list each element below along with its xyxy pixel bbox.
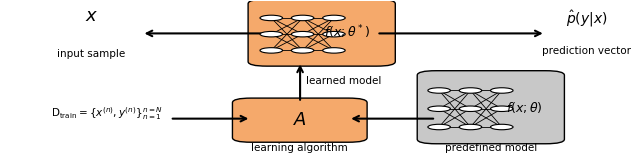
Text: $A$: $A$ xyxy=(292,111,307,129)
Text: $\mathrm{D}_{\mathrm{train}}=\{x^{(n)},y^{(n)}\}_{n=1}^{n=N}$: $\mathrm{D}_{\mathrm{train}}=\{x^{(n)},y… xyxy=(51,106,163,122)
Circle shape xyxy=(323,31,345,37)
Circle shape xyxy=(428,124,451,130)
FancyBboxPatch shape xyxy=(417,71,564,144)
Circle shape xyxy=(428,106,451,111)
Text: prediction vector: prediction vector xyxy=(542,46,631,56)
Circle shape xyxy=(323,15,345,21)
Text: predefined model: predefined model xyxy=(445,143,537,153)
FancyBboxPatch shape xyxy=(248,0,396,66)
Circle shape xyxy=(490,124,513,130)
Text: input sample: input sample xyxy=(58,49,125,59)
Text: $\hat{p}(y|x)$: $\hat{p}(y|x)$ xyxy=(566,9,607,29)
Circle shape xyxy=(260,15,282,21)
Circle shape xyxy=(291,48,314,53)
Circle shape xyxy=(459,106,482,111)
Text: $f(x;\theta^*)$: $f(x;\theta^*)$ xyxy=(324,24,371,41)
Circle shape xyxy=(459,88,482,93)
Circle shape xyxy=(291,31,314,37)
FancyBboxPatch shape xyxy=(232,98,367,142)
Text: $f(x;\theta)$: $f(x;\theta)$ xyxy=(506,100,543,115)
Circle shape xyxy=(428,88,451,93)
Circle shape xyxy=(291,15,314,21)
Circle shape xyxy=(260,31,282,37)
Text: $x$: $x$ xyxy=(85,7,98,25)
Circle shape xyxy=(260,48,282,53)
Text: learned model: learned model xyxy=(307,76,381,86)
Circle shape xyxy=(459,124,482,130)
Circle shape xyxy=(490,106,513,111)
Text: learning algorithm: learning algorithm xyxy=(252,143,348,153)
Circle shape xyxy=(490,88,513,93)
Circle shape xyxy=(323,48,345,53)
